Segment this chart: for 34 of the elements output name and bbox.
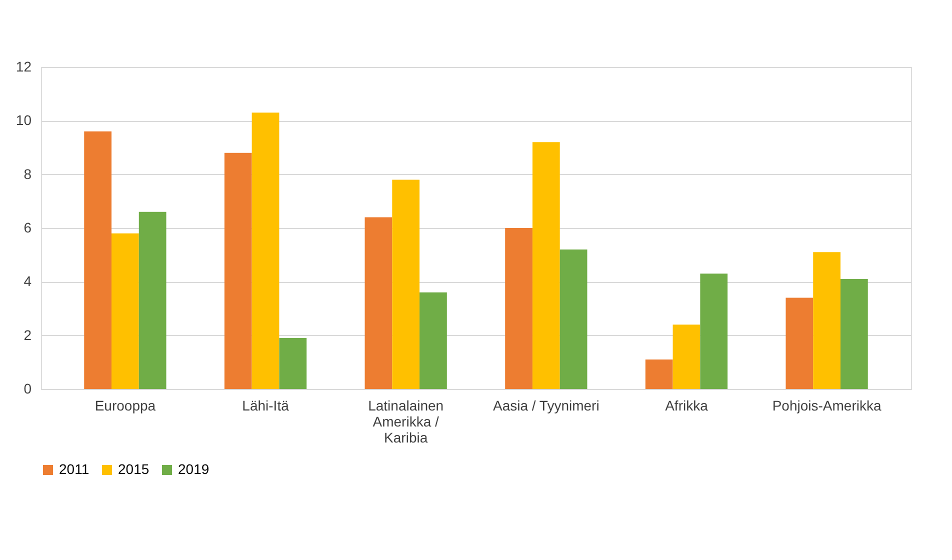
legend-label: 2015	[118, 461, 150, 477]
legend-label: 2011	[59, 461, 90, 477]
bar	[645, 359, 673, 389]
x-tick-label: Afrikka	[665, 398, 708, 414]
bar	[392, 180, 420, 389]
bar	[560, 249, 588, 389]
y-tick-label: 8	[24, 166, 32, 182]
bar	[112, 233, 139, 389]
bar	[279, 338, 307, 389]
y-tick-label: 4	[24, 273, 32, 290]
bar	[700, 274, 728, 389]
bar	[813, 252, 840, 389]
legend-label: 2019	[178, 461, 210, 477]
x-tick-label: Eurooppa	[94, 398, 156, 414]
x-tick-label: Aasia / Tyynimeri	[492, 398, 600, 414]
bar	[138, 212, 166, 389]
bar	[786, 298, 814, 389]
bar	[252, 112, 280, 389]
x-tick-label: Pohjois-Amerikka	[772, 398, 882, 414]
y-tick-label: 2	[24, 326, 32, 343]
y-tick-label: 6	[24, 220, 32, 236]
bar	[84, 131, 112, 389]
x-tick-label: Latinalainen Amerikka / Karibia	[368, 398, 444, 446]
y-tick-label: 0	[24, 380, 32, 396]
bar	[672, 324, 700, 389]
bar	[224, 152, 252, 389]
bar	[505, 228, 532, 389]
y-tick-label: 10	[16, 112, 32, 128]
bar	[420, 292, 447, 389]
bar	[840, 278, 868, 389]
bar	[532, 142, 560, 389]
y-tick-label: 12	[16, 58, 32, 74]
x-tick-label: Lähi-Itä	[242, 398, 290, 414]
bar	[364, 217, 392, 389]
